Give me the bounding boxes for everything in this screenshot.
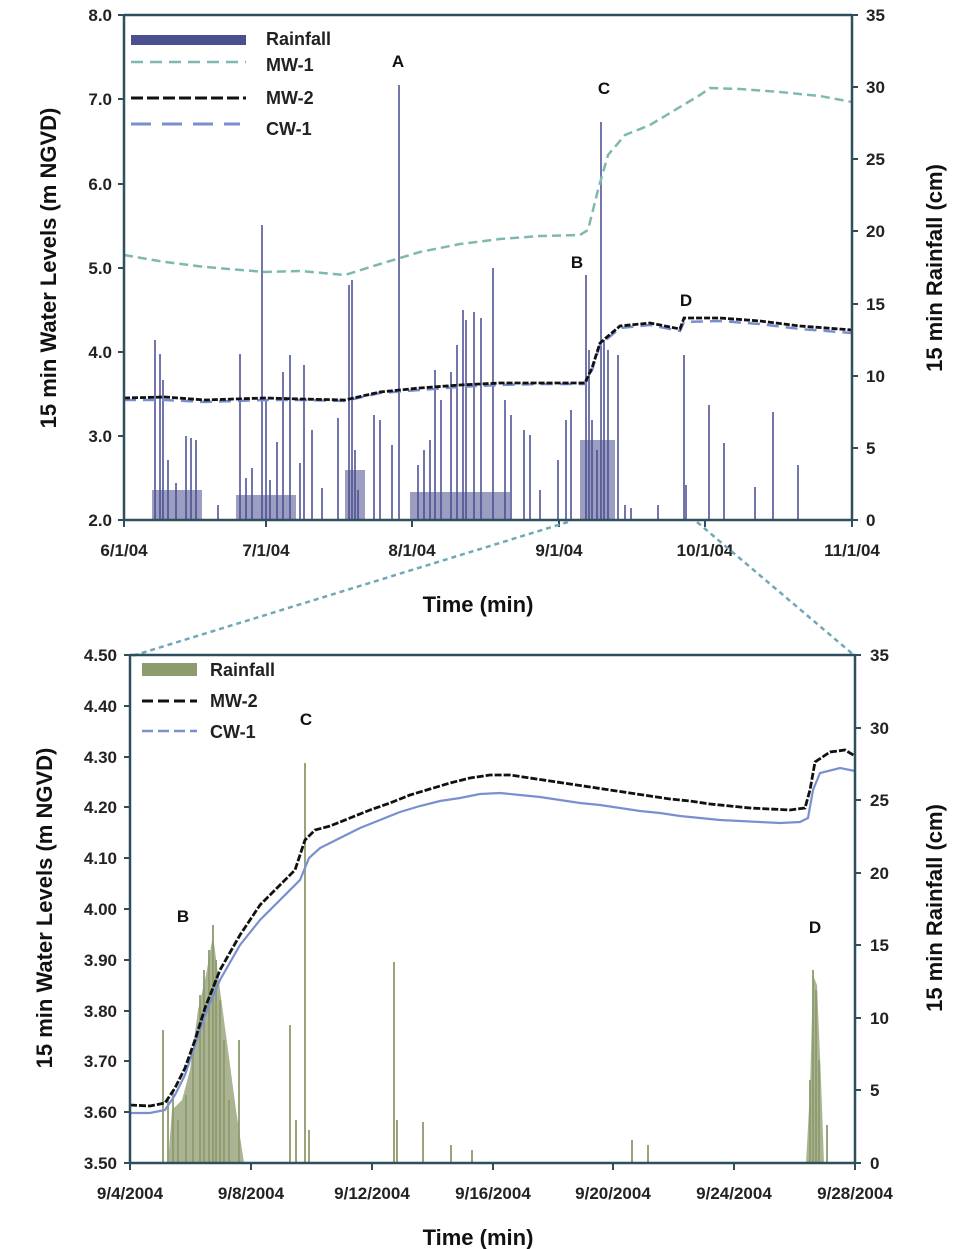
bottom-ytick: 3.80: [84, 1002, 117, 1021]
bottom-xtick: 9/16/2004: [455, 1184, 531, 1203]
annotation-b: B: [177, 907, 189, 926]
annotation-b: B: [571, 253, 583, 272]
bottom-xtick: 9/28/2004: [817, 1184, 893, 1203]
top-left-ticks: [118, 14, 124, 521]
legend-label: CW-1: [266, 119, 312, 139]
top-ytick: 4.0: [88, 343, 112, 362]
bottom-xtick: 9/24/2004: [696, 1184, 772, 1203]
top-xtick: 8/1/04: [388, 541, 436, 560]
top-ytick: 7.0: [88, 90, 112, 109]
bottom-ytick: 4.10: [84, 849, 117, 868]
top-y2tick: 20: [866, 222, 885, 241]
bottom-ytick: 4.40: [84, 697, 117, 716]
top-xtick: 7/1/04: [242, 541, 290, 560]
bottom-xlabel: Time (min): [423, 1225, 534, 1249]
bottom-ytick: 4.50: [84, 646, 117, 665]
bottom-ytick: 4.30: [84, 748, 117, 767]
bottom-rainfall-fill: [168, 935, 824, 1163]
top-ytick: 5.0: [88, 259, 112, 278]
annotation-d: D: [680, 291, 692, 310]
top-rainfall-bars: [154, 85, 799, 520]
top-right-ticks: [852, 14, 858, 521]
legend-label: MW-1: [266, 55, 314, 75]
bottom-ylabel: 15 min Water Levels (m NGVD): [32, 748, 57, 1069]
top-mw2-line: [123, 316, 853, 402]
top-xtick: 6/1/04: [100, 541, 148, 560]
bottom-y2tick: 35: [870, 646, 889, 665]
bottom-y2tick: 5: [870, 1081, 879, 1100]
top-xtick: 11/1/04: [824, 541, 880, 560]
bottom-left-ticks: [124, 654, 130, 1164]
legend-label: CW-1: [210, 722, 256, 742]
bottom-x-ticks: [129, 1163, 856, 1170]
legend-label: Rainfall: [210, 660, 275, 680]
top-chart: 8.0 7.0 6.0 5.0 4.0 3.0 2.0 35 30 25 20 …: [36, 6, 947, 617]
bottom-ytick: 4.00: [84, 900, 117, 919]
legend-label: MW-2: [266, 88, 314, 108]
top-y2tick: 5: [866, 439, 875, 458]
bottom-y2tick: 0: [870, 1154, 879, 1173]
bottom-ytick: 3.90: [84, 951, 117, 970]
bottom-rainfall-bars: [162, 763, 828, 1163]
top-axes: [122, 13, 854, 522]
annotation-c: C: [300, 710, 312, 729]
bottom-ytick: 3.60: [84, 1103, 117, 1122]
bottom-ytick: 4.20: [84, 798, 117, 817]
top-xtick: 10/1/04: [677, 541, 734, 560]
top-xtick: 9/1/04: [535, 541, 583, 560]
top-y2tick: 15: [866, 295, 885, 314]
legend-label: MW-2: [210, 691, 258, 711]
top-xlabel: Time (min): [423, 592, 534, 617]
bottom-ytick: 3.70: [84, 1052, 117, 1071]
top-legend: Rainfall MW-1 MW-2 CW-1: [131, 29, 331, 139]
top-ytick: 8.0: [88, 6, 112, 25]
bottom-xtick: 9/12/2004: [334, 1184, 410, 1203]
bottom-ytick: 3.50: [84, 1154, 117, 1173]
bottom-legend: Rainfall MW-2 CW-1: [142, 660, 275, 742]
annotation-d: D: [809, 918, 821, 937]
bottom-chart: 4.50 4.40 4.30 4.20 4.10 4.00 3.90 3.80 …: [32, 646, 947, 1249]
bottom-xtick: 9/8/2004: [218, 1184, 285, 1203]
annotation-a: A: [392, 52, 404, 71]
bottom-y2tick: 25: [870, 791, 889, 810]
top-y2tick: 35: [866, 6, 885, 25]
bottom-y2tick: 20: [870, 864, 889, 883]
top-y2tick: 25: [866, 150, 885, 169]
top-y2label: 15 min Rainfall (cm): [922, 164, 947, 372]
top-y2tick: 10: [866, 367, 885, 386]
top-y2tick: 0: [866, 511, 875, 530]
annotation-c: C: [598, 79, 610, 98]
bottom-y2tick: 30: [870, 719, 889, 738]
top-cw1-line: [124, 319, 853, 404]
zoom-connector: [131, 520, 856, 658]
top-mw1-line: [123, 86, 853, 277]
bottom-xtick: 9/20/2004: [575, 1184, 651, 1203]
top-rainfall-base: [152, 440, 615, 520]
top-ylabel: 15 min Water Levels (m NGVD): [36, 108, 61, 429]
bottom-xtick: 9/4/2004: [97, 1184, 164, 1203]
legend-swatch-rainfall: [142, 663, 197, 676]
top-ytick: 6.0: [88, 175, 112, 194]
top-ytick: 3.0: [88, 427, 112, 446]
legend-label: Rainfall: [266, 29, 331, 49]
bottom-y2label: 15 min Rainfall (cm): [922, 804, 947, 1012]
bottom-right-ticks: [855, 654, 861, 1164]
bottom-cw1-line: [130, 766, 856, 1115]
bottom-y2tick: 15: [870, 936, 889, 955]
top-y2tick: 30: [866, 78, 885, 97]
bottom-mw2-line: [129, 748, 856, 1108]
top-ytick: 2.0: [88, 511, 112, 530]
bottom-y2tick: 10: [870, 1009, 889, 1028]
legend-swatch-rainfall: [131, 35, 246, 45]
